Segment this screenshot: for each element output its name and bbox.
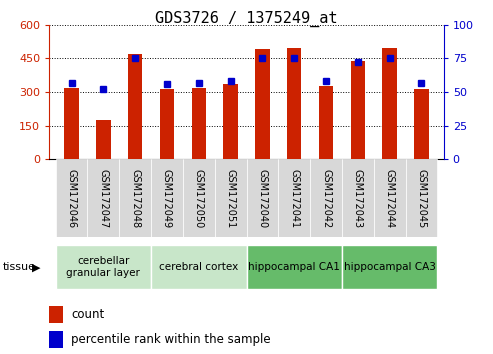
FancyBboxPatch shape <box>246 245 342 289</box>
FancyBboxPatch shape <box>310 159 342 237</box>
Text: GSM172051: GSM172051 <box>226 169 236 228</box>
Bar <box>160 88 174 159</box>
Text: GSM172041: GSM172041 <box>289 169 299 228</box>
Bar <box>319 86 333 159</box>
Text: percentile rank within the sample: percentile rank within the sample <box>71 333 271 346</box>
Text: GDS3726 / 1375249_at: GDS3726 / 1375249_at <box>155 11 338 27</box>
Text: GSM172040: GSM172040 <box>257 169 267 228</box>
FancyBboxPatch shape <box>246 159 279 237</box>
Bar <box>192 87 206 159</box>
Text: hippocampal CA3: hippocampal CA3 <box>344 262 436 272</box>
FancyBboxPatch shape <box>342 159 374 237</box>
Bar <box>383 48 397 159</box>
Text: GSM172043: GSM172043 <box>353 169 363 228</box>
Text: cerebellar
granular layer: cerebellar granular layer <box>67 256 141 278</box>
Text: GSM172048: GSM172048 <box>130 169 140 228</box>
Text: GSM172047: GSM172047 <box>99 169 108 228</box>
Bar <box>255 50 270 159</box>
Bar <box>49 306 63 323</box>
FancyBboxPatch shape <box>119 159 151 237</box>
FancyBboxPatch shape <box>151 159 183 237</box>
Text: GSM172050: GSM172050 <box>194 169 204 228</box>
Text: GSM172044: GSM172044 <box>385 169 394 228</box>
Text: ▶: ▶ <box>32 262 40 272</box>
FancyBboxPatch shape <box>214 159 246 237</box>
Bar <box>287 48 301 159</box>
FancyBboxPatch shape <box>56 159 87 237</box>
FancyBboxPatch shape <box>374 159 406 237</box>
Text: cerebral cortex: cerebral cortex <box>159 262 239 272</box>
Bar <box>128 54 142 159</box>
Bar <box>65 87 79 159</box>
Bar <box>414 88 428 159</box>
FancyBboxPatch shape <box>342 245 437 289</box>
Text: GSM172042: GSM172042 <box>321 169 331 228</box>
Text: hippocampal CA1: hippocampal CA1 <box>248 262 340 272</box>
Bar <box>49 331 63 348</box>
Bar <box>96 120 110 159</box>
FancyBboxPatch shape <box>279 159 310 237</box>
Bar <box>351 61 365 159</box>
Bar <box>223 84 238 159</box>
FancyBboxPatch shape <box>183 159 214 237</box>
Text: count: count <box>71 308 104 321</box>
Text: tissue: tissue <box>2 262 35 272</box>
Text: GSM172046: GSM172046 <box>67 169 76 228</box>
FancyBboxPatch shape <box>56 245 151 289</box>
FancyBboxPatch shape <box>151 245 246 289</box>
Text: GSM172045: GSM172045 <box>417 169 426 228</box>
Text: GSM172049: GSM172049 <box>162 169 172 228</box>
FancyBboxPatch shape <box>406 159 437 237</box>
FancyBboxPatch shape <box>87 159 119 237</box>
